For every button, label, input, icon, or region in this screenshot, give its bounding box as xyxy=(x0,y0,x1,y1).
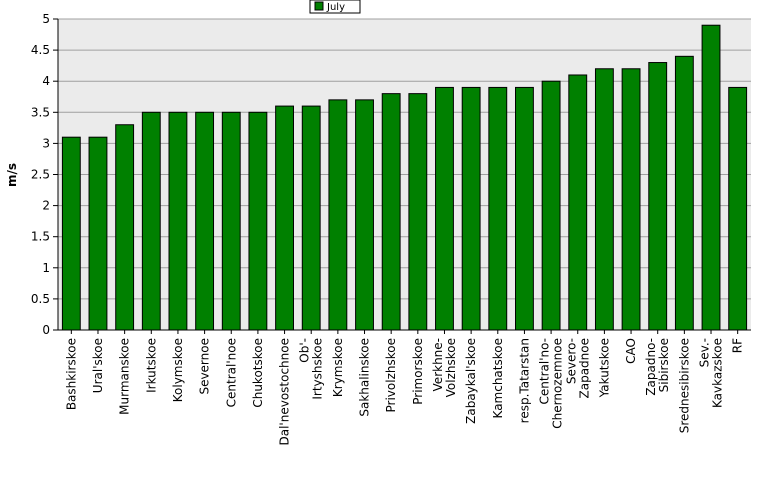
x-tick-label: Dal'nevostochnoe xyxy=(278,338,292,446)
bar xyxy=(728,86,748,331)
x-tick-label: Central'noe xyxy=(224,338,238,407)
x-tick-labels: Bashkirskoe Ural'skoe Murmanskoe Irkutskoe K… xyxy=(64,338,744,446)
bar xyxy=(61,136,81,331)
x-tick-label: Bashkirskoe xyxy=(64,338,78,410)
y-tick-label: 3 xyxy=(42,136,50,150)
x-tick-label: Chukotskoe xyxy=(251,338,265,408)
x-tick-label: Zapadno-Sibirskoe xyxy=(644,338,671,396)
x-tick-label: Krymskoe xyxy=(331,338,345,397)
bar xyxy=(115,124,135,331)
y-tick-label: 2.5 xyxy=(31,168,50,182)
x-tick-label: Sakhalinskoe xyxy=(358,338,372,417)
bar xyxy=(568,74,588,331)
x-tick-label: Irkutskoe xyxy=(144,338,158,393)
bar xyxy=(621,68,641,331)
bar xyxy=(488,86,508,331)
bar xyxy=(541,80,561,331)
bar xyxy=(408,93,428,331)
x-tick-label: Kamchatskoe xyxy=(491,338,505,418)
bar xyxy=(381,93,401,331)
bar xyxy=(674,55,694,331)
bar xyxy=(701,24,721,331)
bar xyxy=(248,111,268,331)
legend: July xyxy=(309,0,361,14)
y-tick-label: 0.5 xyxy=(31,292,50,306)
y-tick-label: 2 xyxy=(42,199,50,213)
x-tick-label: Severo-Zapadnoe xyxy=(564,338,591,399)
y-tick-label: 4.5 xyxy=(31,43,50,57)
axes xyxy=(57,19,751,331)
bar xyxy=(461,86,481,331)
bar xyxy=(435,86,454,331)
y-tick-label: 0 xyxy=(42,323,50,337)
y-tick-label: 4 xyxy=(42,74,50,88)
x-tick-label: Severnoe xyxy=(198,338,212,395)
x-tick-label: Central'no-Chernozemnoe xyxy=(538,338,565,429)
x-tick-label: Kolymskoe xyxy=(171,338,185,402)
y-tick-label: 3.5 xyxy=(31,105,50,119)
bar xyxy=(168,111,188,331)
bar xyxy=(594,68,614,331)
y-tick-label: 1 xyxy=(42,261,50,275)
bar xyxy=(88,136,108,331)
x-tick-label: Ob'-Irtyshskoe xyxy=(298,338,325,400)
x-tick-label: Murmanskoe xyxy=(118,338,132,415)
x-tick-label: Sev.-Kavkazskoe xyxy=(698,338,725,408)
y-axis-title: m/s xyxy=(5,163,19,187)
bar xyxy=(195,111,215,331)
x-tick-label: Verkhne-Volzhskoe xyxy=(431,338,458,397)
bar xyxy=(275,105,294,331)
x-tick-label: RF xyxy=(731,338,745,353)
legend-label-july: July xyxy=(326,2,345,13)
bar xyxy=(648,62,668,331)
bar xyxy=(355,99,374,331)
x-tick-label: Yakutskoe xyxy=(597,338,611,398)
x-tick-label: Privolzhskoe xyxy=(384,338,398,412)
bar xyxy=(301,105,321,331)
x-tick-label: CAO xyxy=(624,338,638,364)
x-tick-label: Ural'skoe xyxy=(91,338,105,393)
bar xyxy=(515,86,534,331)
bar xyxy=(221,111,241,331)
x-tick-label: resp.Tatarstan xyxy=(517,338,531,423)
x-tick-label: Zabaykal'skoe xyxy=(464,338,478,424)
bar xyxy=(141,111,161,331)
x-tick-label: Srednesibirskoe xyxy=(677,338,691,433)
legend-swatch xyxy=(314,1,324,11)
y-tick-label: 1.5 xyxy=(31,230,50,244)
y-tick-labels: 0 0.5 1 1.5 2 2.5 3 3.5 4 4.5 5 xyxy=(31,12,50,337)
bar xyxy=(328,99,348,331)
bars xyxy=(61,24,748,334)
y-tick-label: 5 xyxy=(42,12,50,26)
x-tick-label: Primorskoe xyxy=(411,338,425,405)
